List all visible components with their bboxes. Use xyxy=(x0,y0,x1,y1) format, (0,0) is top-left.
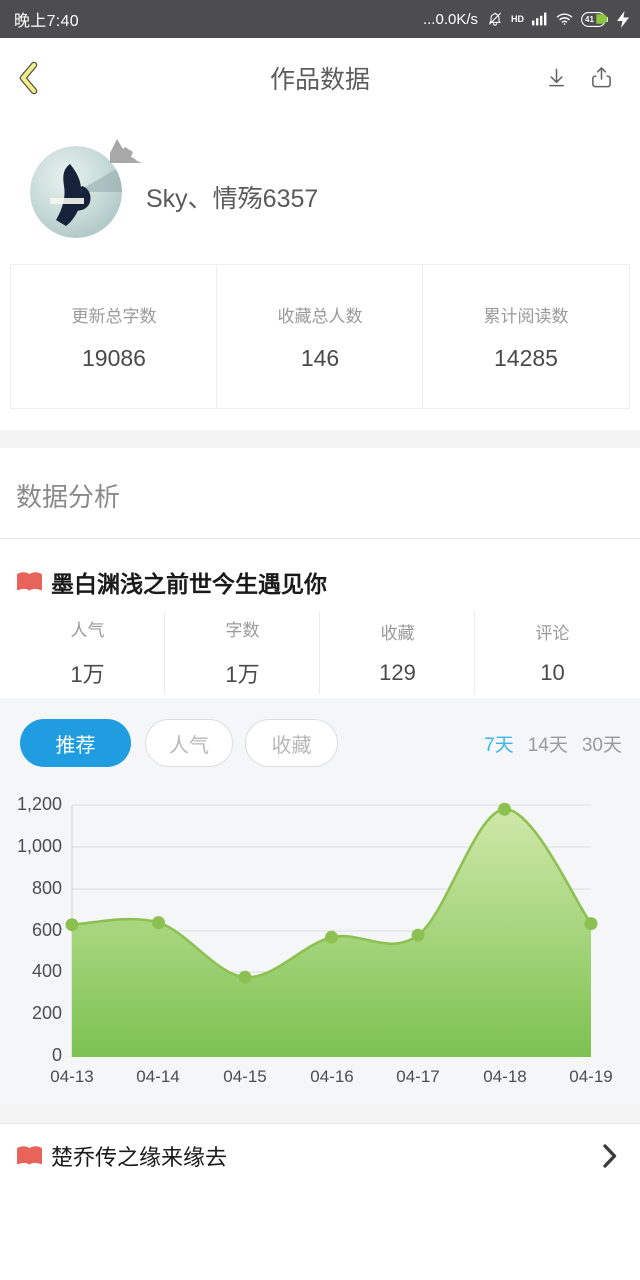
svg-text:04-13: 04-13 xyxy=(50,1067,93,1086)
svg-text:200: 200 xyxy=(32,1003,62,1023)
svg-text:400: 400 xyxy=(32,961,62,981)
svg-text:04-18: 04-18 xyxy=(483,1067,526,1086)
svg-text:04-14: 04-14 xyxy=(136,1067,179,1086)
svg-text:1,000: 1,000 xyxy=(17,836,62,856)
svg-text:1,200: 1,200 xyxy=(17,794,62,814)
svg-text:04-19: 04-19 xyxy=(569,1067,612,1086)
svg-text:04-17: 04-17 xyxy=(396,1067,439,1086)
svg-text:0: 0 xyxy=(52,1045,62,1065)
svg-text:04-15: 04-15 xyxy=(223,1067,266,1086)
svg-text:800: 800 xyxy=(32,878,62,898)
svg-text:600: 600 xyxy=(32,920,62,940)
svg-text:04-16: 04-16 xyxy=(310,1067,353,1086)
